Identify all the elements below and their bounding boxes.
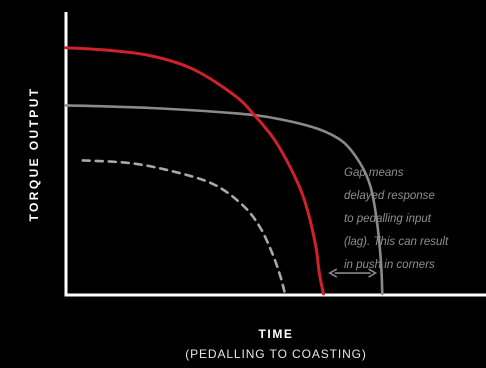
annotation-line-1: Gap means bbox=[344, 167, 404, 179]
x-axis-subtitle: (PEDALLING TO COASTING) bbox=[185, 347, 367, 361]
lag-arrow-head-right bbox=[368, 268, 378, 278]
series-line-red bbox=[64, 46, 325, 296]
y-axis-title: TORQUE OUTPUT bbox=[27, 87, 41, 222]
annotation-line-5: in push in corners bbox=[344, 259, 435, 271]
lag-arrow-head-left bbox=[328, 268, 338, 278]
annotation-line-2: delayed response bbox=[344, 190, 435, 202]
series-layer bbox=[64, 46, 384, 296]
annotation-line-3: to pedalling input bbox=[344, 213, 432, 225]
annotation-layer bbox=[328, 268, 378, 278]
lag-double-arrow bbox=[328, 268, 378, 278]
series-line-grey bbox=[64, 104, 384, 296]
annotation-line-4: (lag). This can result bbox=[344, 236, 449, 248]
series-line-dashed bbox=[81, 159, 286, 293]
x-axis-title: TIME bbox=[258, 327, 293, 341]
